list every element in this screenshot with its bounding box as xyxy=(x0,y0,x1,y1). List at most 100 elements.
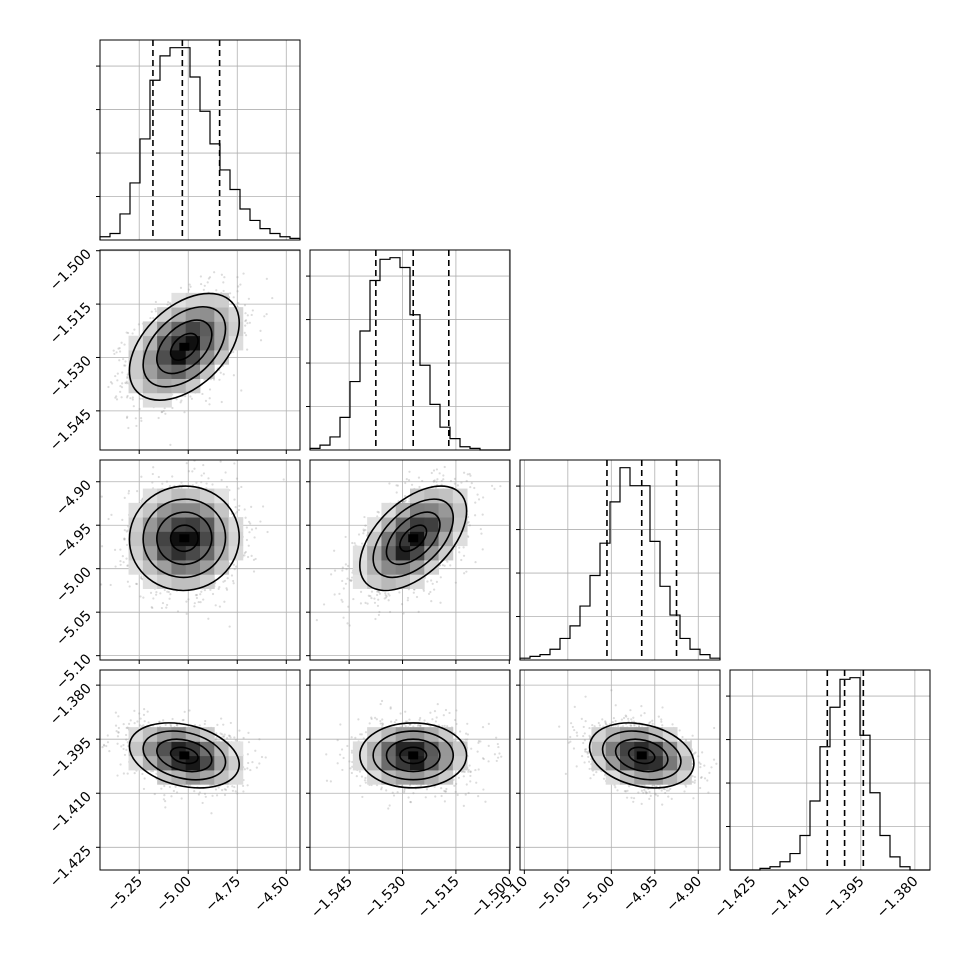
scatter-point xyxy=(119,763,122,766)
scatter-point xyxy=(398,591,401,594)
scatter-point xyxy=(235,565,238,568)
contour-level-2 xyxy=(372,498,455,579)
scatter-point xyxy=(125,331,128,334)
scatter-point xyxy=(378,592,382,595)
scatter-point xyxy=(228,292,232,295)
scatter-point xyxy=(163,588,166,592)
scatter-point xyxy=(469,474,472,477)
scatter-point xyxy=(193,602,196,605)
scatter-point xyxy=(222,373,225,376)
density-panel-0-2 xyxy=(96,459,301,664)
scatter-point xyxy=(197,600,200,604)
scatter-point xyxy=(189,395,192,398)
scatter-point xyxy=(432,480,435,483)
scatter-point xyxy=(481,513,484,516)
scatter-point xyxy=(378,610,381,614)
density-cell xyxy=(200,502,215,518)
scatter-point xyxy=(179,401,182,404)
scatter-point xyxy=(232,582,235,585)
scatter-point xyxy=(229,244,231,246)
scatter-point xyxy=(164,412,167,415)
scatter-point xyxy=(460,481,463,484)
scatter-point xyxy=(200,590,203,593)
histogram-steps xyxy=(99,47,301,240)
scatter-point xyxy=(119,559,122,563)
scatter-point xyxy=(347,564,350,568)
density-cell xyxy=(228,321,244,337)
density-cell xyxy=(395,545,411,561)
scatter-point xyxy=(223,600,226,603)
density-content xyxy=(310,460,510,660)
contour-level-3 xyxy=(128,485,241,592)
scatter-point xyxy=(462,546,465,549)
scatter-point xyxy=(131,398,134,401)
scatter-point xyxy=(113,548,117,551)
density-cell xyxy=(171,321,187,337)
panel-frame xyxy=(99,249,301,451)
scatter-point xyxy=(377,511,380,514)
density-content xyxy=(100,460,300,660)
scatter-point xyxy=(97,377,99,379)
scatter-point xyxy=(349,579,353,583)
scatter-point xyxy=(125,416,129,419)
scatter-point xyxy=(120,341,123,344)
scatter-point xyxy=(232,296,235,299)
scatter-point xyxy=(373,597,376,600)
scatter-point xyxy=(246,314,249,317)
scatter-point xyxy=(114,711,117,714)
scatter-point xyxy=(140,419,143,422)
scatter-point xyxy=(370,590,374,593)
scatter-point xyxy=(377,590,380,593)
scatter-point xyxy=(440,479,443,483)
scatter-point xyxy=(207,277,210,280)
scatter-point xyxy=(353,542,356,545)
density-cell xyxy=(142,321,158,337)
scatter-point xyxy=(218,378,221,381)
scatter-point xyxy=(187,598,190,601)
scatter-point xyxy=(271,296,274,300)
scatter-point xyxy=(121,518,124,521)
scatter-point xyxy=(234,790,237,793)
scatter-point xyxy=(367,594,370,597)
scatter-point xyxy=(112,349,115,352)
density-cell xyxy=(157,335,172,351)
scatter-point xyxy=(396,484,399,487)
scatter-point xyxy=(462,554,466,557)
scatter-point xyxy=(168,485,172,488)
scatter-point xyxy=(175,398,178,401)
scatter-point xyxy=(446,560,449,563)
scatter-point xyxy=(243,508,246,511)
scatter-point xyxy=(110,513,113,516)
scatter-point xyxy=(100,545,104,548)
scatter-point xyxy=(388,482,391,485)
scatter-point xyxy=(185,462,188,465)
scatter-point xyxy=(499,485,502,488)
scatter-point xyxy=(439,576,442,579)
density-cell xyxy=(214,517,229,532)
scatter-point xyxy=(107,385,110,389)
scatter-point xyxy=(250,313,253,317)
scatter-point xyxy=(202,463,205,467)
scatter-point xyxy=(402,612,405,615)
scatter-point xyxy=(124,360,127,363)
density-cell xyxy=(352,574,368,589)
scatter-point xyxy=(111,382,114,385)
scatter-point xyxy=(114,565,117,568)
scatter-point xyxy=(345,568,348,571)
scatter-point xyxy=(116,774,119,777)
density-cell xyxy=(142,517,158,532)
density-cell xyxy=(352,545,368,561)
scatter-point xyxy=(344,563,347,566)
density-cell xyxy=(410,488,425,504)
scatter-point xyxy=(114,374,117,378)
scatter-point xyxy=(168,597,171,600)
scatter-point xyxy=(187,470,191,473)
scatter-point xyxy=(157,416,160,420)
scatter-point xyxy=(107,517,110,521)
scatter-point xyxy=(223,276,226,279)
scatter-point xyxy=(201,392,204,396)
scatter-point xyxy=(366,602,369,605)
scatter-point xyxy=(123,496,126,499)
scatter-point xyxy=(377,590,381,594)
scatter-point xyxy=(247,520,251,523)
